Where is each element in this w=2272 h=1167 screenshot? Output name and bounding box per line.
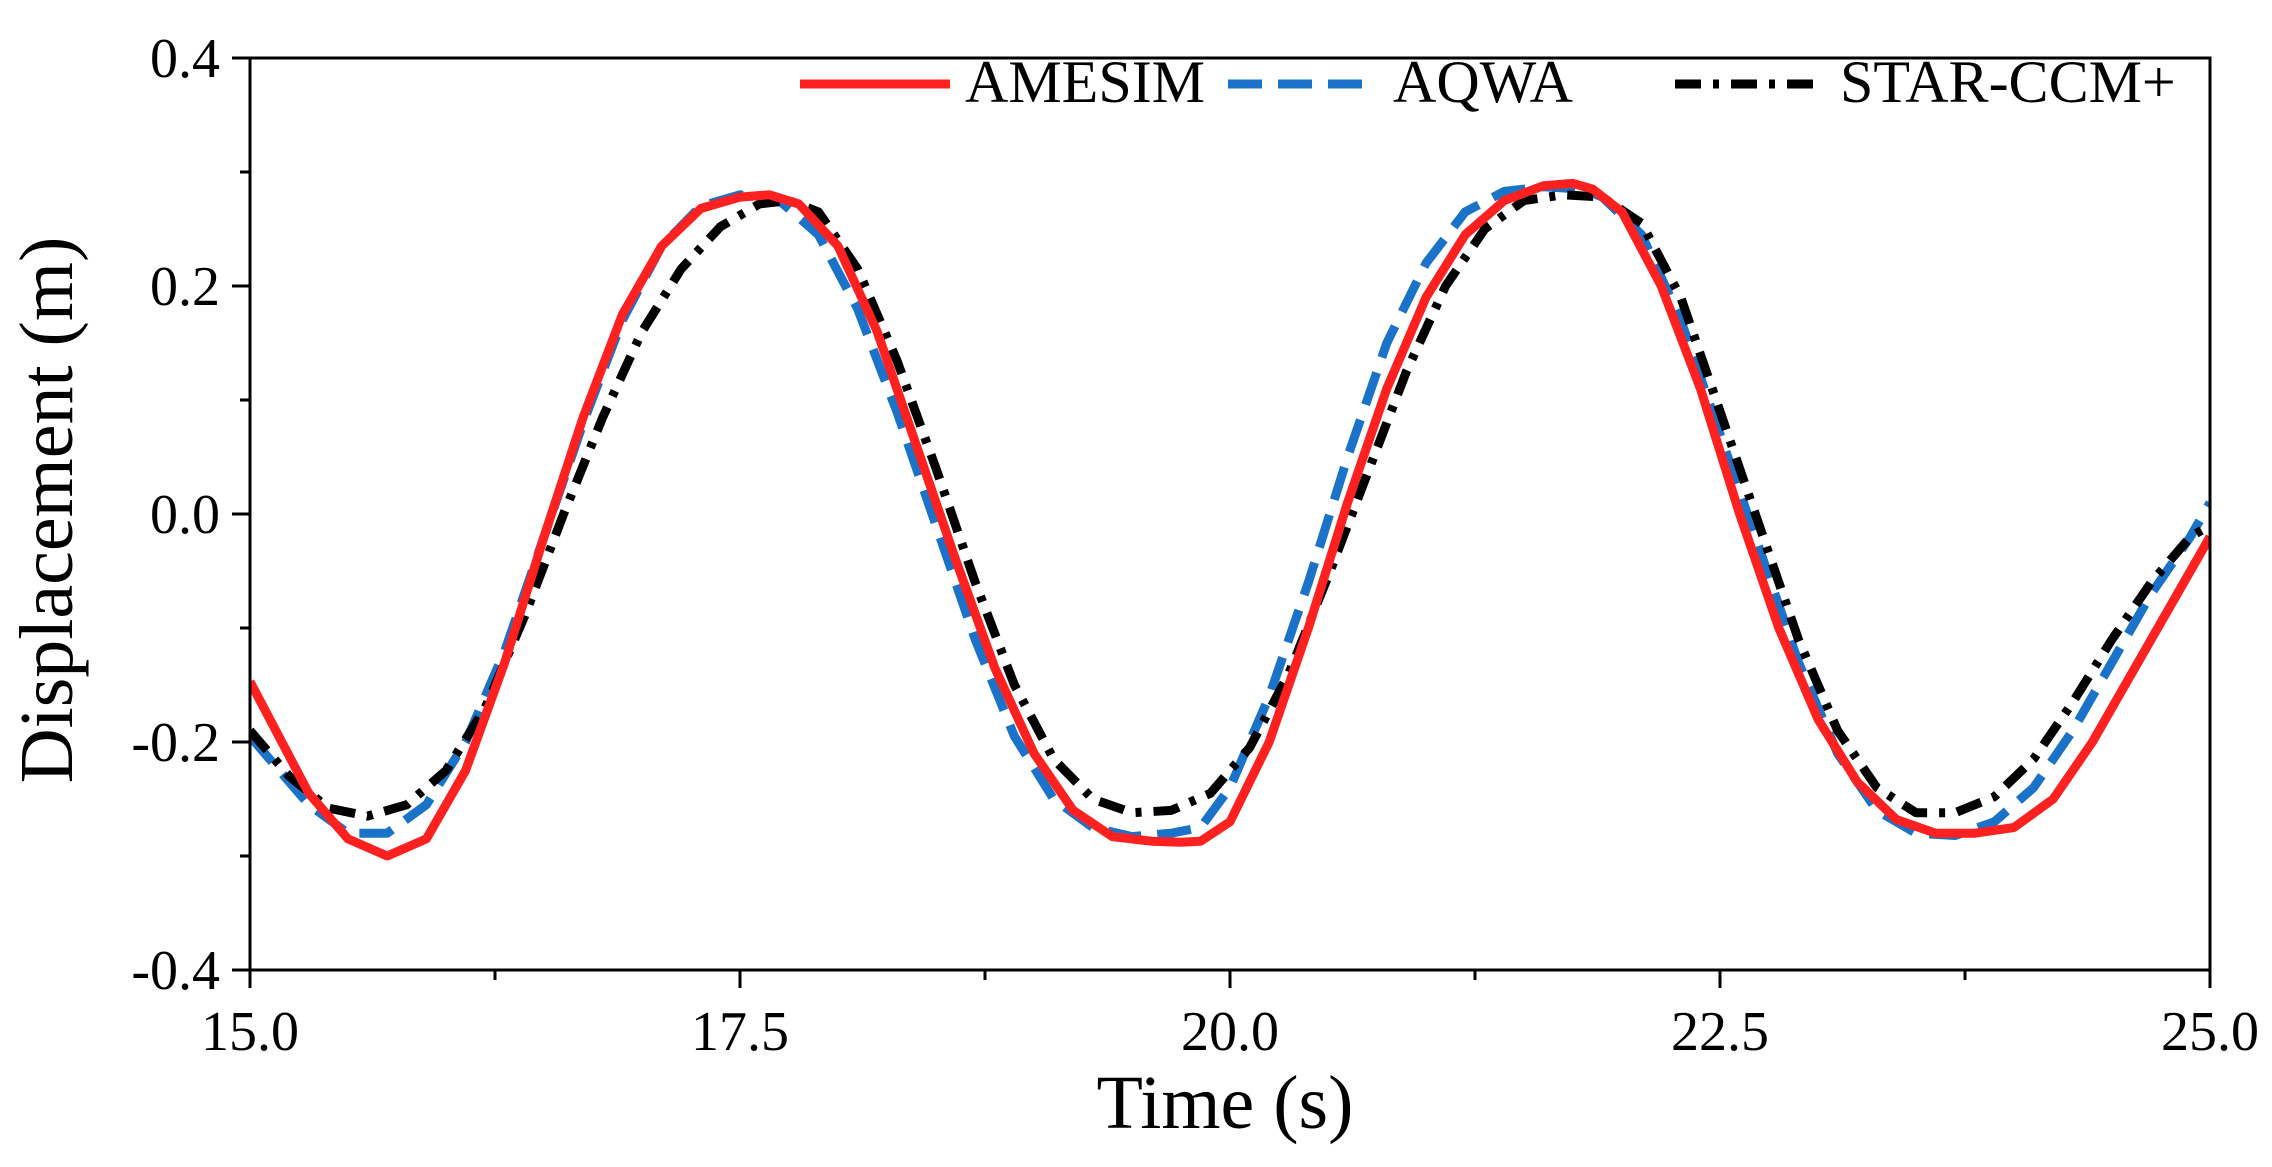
series-layer [250, 178, 2210, 861]
y-tick-label: 0.4 [150, 28, 220, 90]
x-tick-label: 22.5 [1671, 1001, 1769, 1063]
legend-label: AMESIM [965, 49, 1205, 115]
y-tick-label: -0.2 [131, 712, 220, 774]
y-tick-label: -0.4 [131, 940, 220, 1002]
x-tick-label: 25.0 [2161, 1001, 2259, 1063]
x-tick-label: 15.0 [201, 1001, 299, 1063]
plot-frame [248, 56, 2212, 972]
legend-label: STAR-CCM+ [1840, 49, 2176, 115]
y-tick-label: 0.0 [150, 484, 220, 546]
legend: AMESIM AQWA STAR-CCM+ [800, 49, 2176, 115]
series-line-amesim [250, 178, 2210, 861]
legend-label: AQWA [1393, 49, 1573, 115]
tick-labels: 15.0 17.5 20.0 22.5 25.0 -0.4 -0.2 0.0 0.2 0.4 [131, 28, 2259, 1063]
y-tick-label: 0.2 [150, 256, 220, 318]
x-tick-label: 20.0 [1181, 1001, 1279, 1063]
axis-ticks [232, 56, 2212, 988]
series-line-aqwa [250, 182, 2210, 842]
x-tick-label: 17.5 [691, 1001, 789, 1063]
series-line-star-ccm- [250, 190, 2210, 821]
y-axis-label: Displacement (m) [5, 237, 89, 784]
x-axis-label: Time (s) [1097, 1061, 1354, 1145]
